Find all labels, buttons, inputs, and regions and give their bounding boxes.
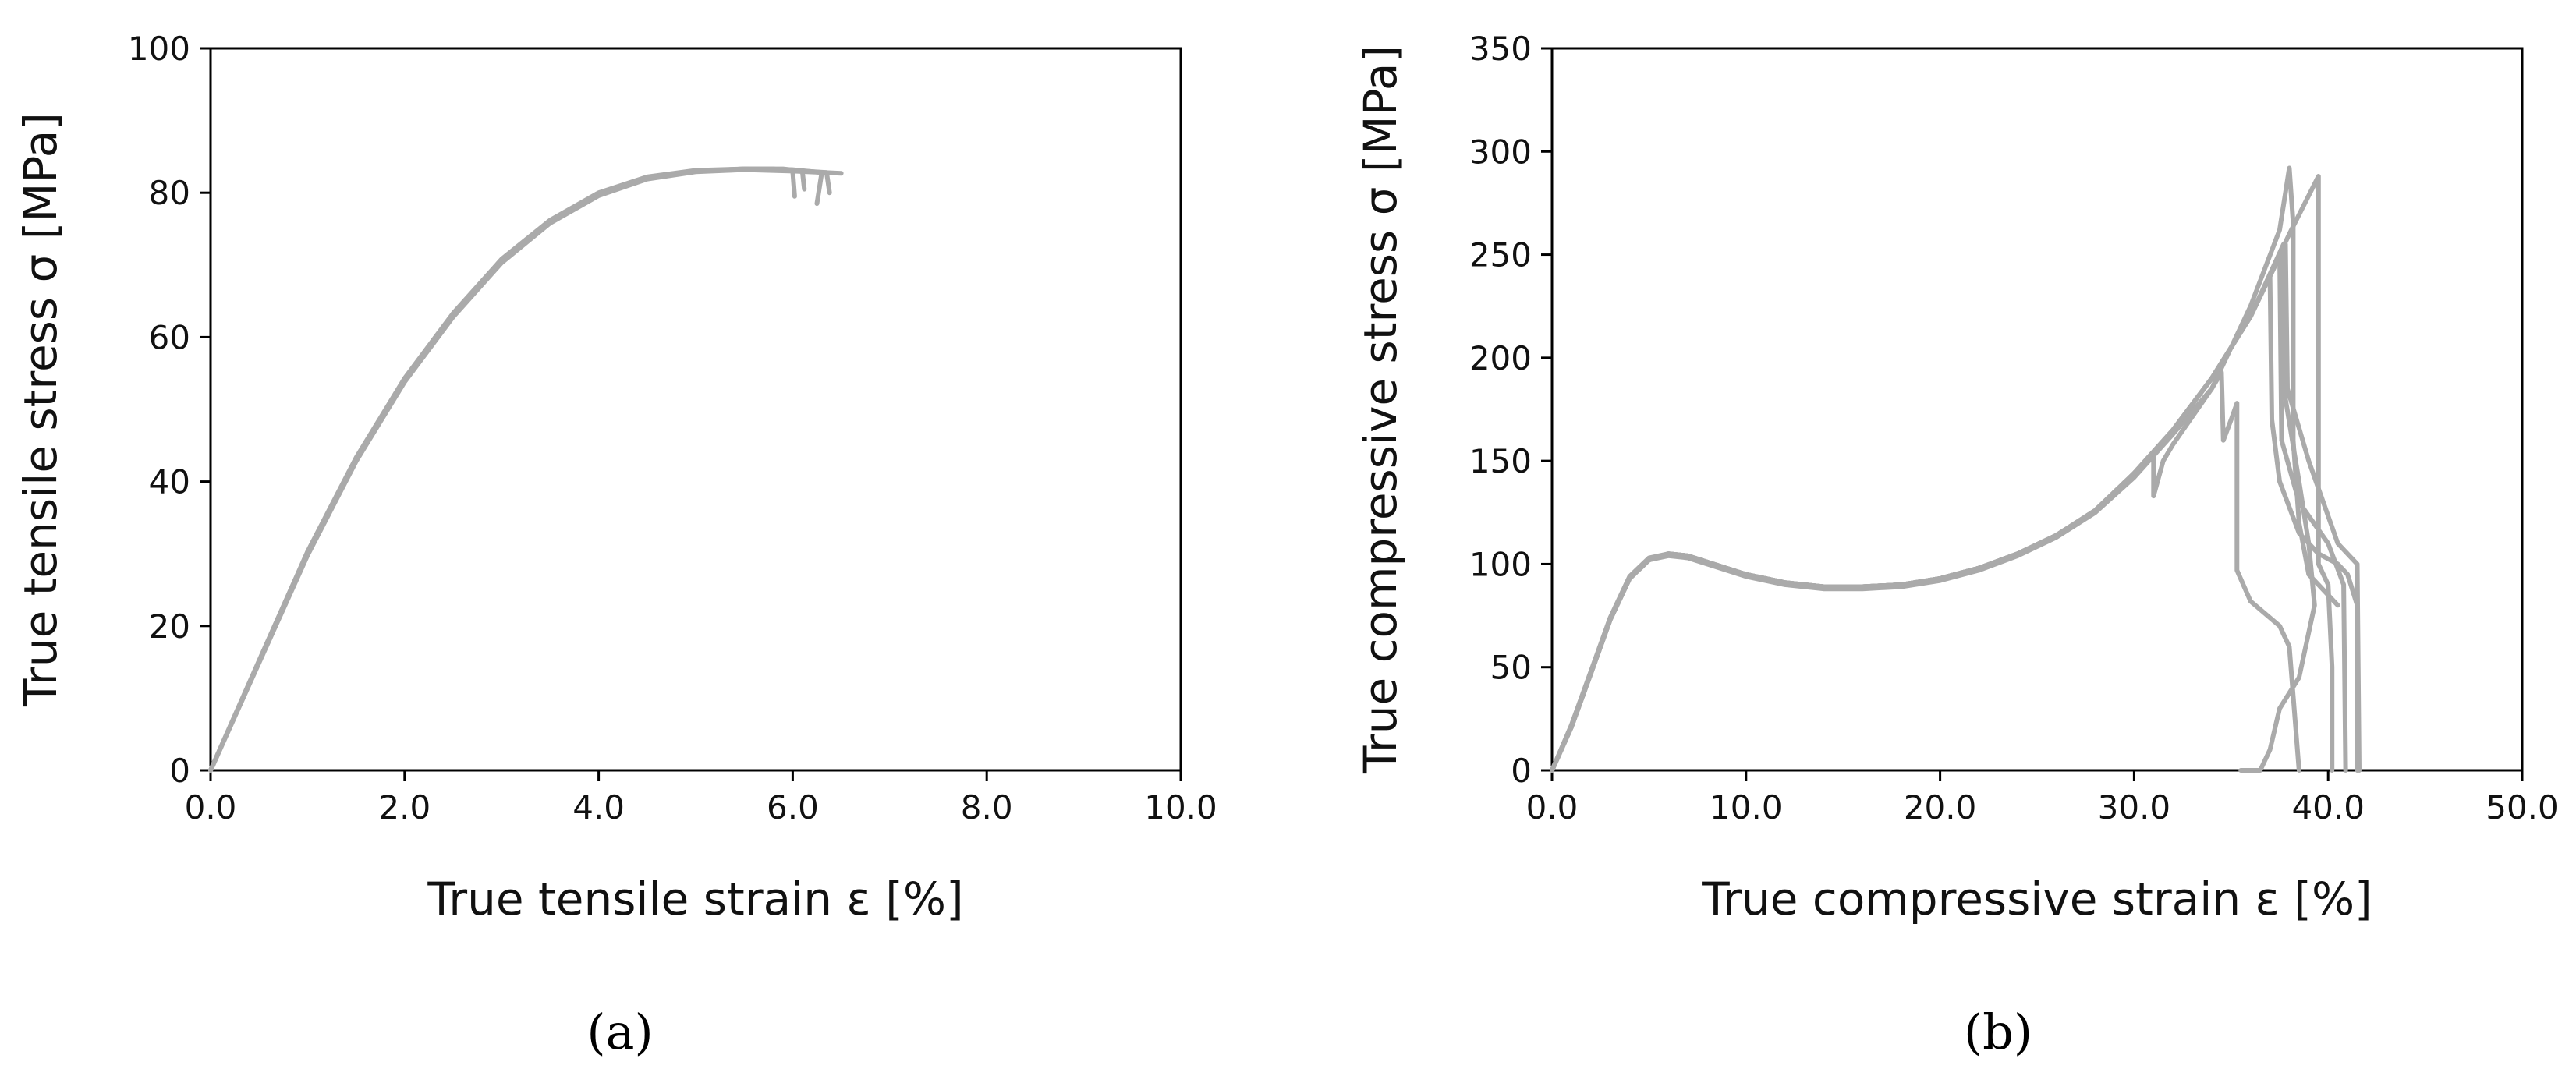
panel-b-y-tick-label: 300 (1469, 133, 1532, 171)
panel-a-tensile-chart: 0.0 2.0 4.0 6.0 8.0 10.0 0 20 40 60 80 100 True ten… (14, 30, 1217, 1060)
panel-a-specimen-curve-4 (208, 167, 832, 773)
panel-a-y-tick-label: 80 (149, 174, 190, 212)
panel-b-x-tick-label: 0.0 (1526, 788, 1579, 826)
panel-b-x-tick-label: 40.0 (2291, 788, 2365, 826)
panel-b-curves (1550, 165, 2362, 773)
panel-b-x-tick-label: 30.0 (2098, 788, 2171, 826)
panel-a-y-tick-label: 0 (169, 752, 190, 790)
panel-b-x-axis-label: True compressive strain ε [%] (1701, 872, 2372, 926)
panel-b-specimen-curve-1 (1550, 165, 2340, 773)
panel-b-ticks: 0.0 10.0 20.0 30.0 40.0 50.0 0 50 100 150 200 250 30… (1469, 30, 2559, 826)
panel-a-y-tick-label: 20 (149, 607, 190, 646)
panel-a-ticks: 0.0 2.0 4.0 6.0 8.0 10.0 0 20 40 60 80 100 (128, 30, 1217, 826)
panel-b-specimen-curve-7 (1550, 242, 2317, 773)
panel-b-x-tick-label: 20.0 (1904, 788, 1977, 826)
panel-b-specimen-curve-2 (1550, 370, 2301, 773)
panel-a-curves (208, 166, 844, 773)
panel-b-compressive-chart: 0.0 10.0 20.0 30.0 40.0 50.0 0 50 100 150 200 250 30… (1354, 30, 2559, 1060)
panel-a-x-tick-label: 6.0 (767, 788, 819, 826)
panel-b-specimen-curve-6 (1550, 174, 2335, 773)
panel-a-x-tick-label: 10.0 (1144, 788, 1217, 826)
panel-b-plot-frame (1550, 47, 2524, 772)
panel-b-x-tick-label: 50.0 (2486, 788, 2559, 826)
panel-a-x-axis-label: True tensile strain ε [%] (427, 872, 963, 926)
panel-b-y-tick-label: 250 (1469, 236, 1532, 274)
panel-a-specimen-curve-5 (208, 167, 844, 773)
panel-b-y-tick-label: 100 (1469, 545, 1532, 583)
panel-a-specimen-curve-3 (208, 166, 824, 773)
panel-b-y-tick-label: 200 (1469, 339, 1532, 377)
panel-b-x-tick-label: 10.0 (1710, 788, 1783, 826)
panel-a-x-tick-label: 2.0 (378, 788, 431, 826)
panel-a-y-axis-label: True tensile stress σ [MPa] (14, 112, 67, 707)
panel-a-x-tick-label: 4.0 (572, 788, 625, 826)
panel-a-y-tick-label: 60 (149, 318, 190, 356)
panel-a-x-tick-label: 8.0 (961, 788, 1013, 826)
panel-a-x-tick-label: 0.0 (185, 788, 237, 826)
panel-a-y-tick-label: 40 (149, 463, 190, 501)
panel-b-label: (b) (1964, 1003, 2032, 1060)
panel-b-specimen-curve-5 (1550, 252, 2348, 773)
panel-a-label: (a) (586, 1003, 653, 1060)
panel-b-y-axis-label: True compressive stress σ [MPa] (1354, 45, 1407, 774)
panel-b-y-tick-label: 50 (1490, 649, 1532, 687)
panel-b-y-tick-label: 150 (1469, 442, 1532, 480)
panel-b-y-tick-label: 0 (1511, 752, 1532, 790)
panel-b-y-tick-label: 350 (1469, 30, 1532, 68)
panel-a-y-tick-label: 100 (128, 30, 190, 68)
panel-a-plot-frame (209, 47, 1182, 772)
